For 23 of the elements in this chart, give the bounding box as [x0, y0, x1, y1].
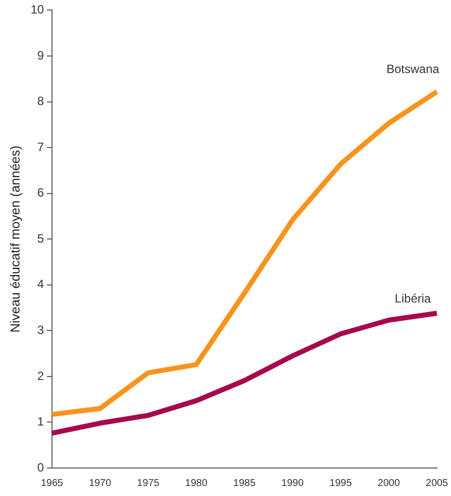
x-tick-label: 2000 [378, 478, 400, 489]
x-tick-label: 1985 [233, 478, 256, 489]
y-tick-label: 10 [30, 2, 44, 17]
x-tick-label: 1965 [40, 478, 64, 489]
y-tick-label: 8 [37, 94, 44, 108]
x-tick-label: 2005 [426, 478, 448, 489]
y-tick-label: 1 [37, 414, 44, 429]
y-tick-label: 7 [37, 140, 44, 154]
series-label: Libéria [394, 292, 432, 306]
y-tick-label: 0 [37, 460, 44, 474]
y-tick-label: 6 [37, 186, 44, 200]
x-tick-label: 1990 [281, 478, 304, 489]
x-tick-label: 1980 [185, 478, 208, 489]
y-axis-title: Niveau éducatif moyen (années) [7, 146, 22, 333]
y-tick-label: 4 [37, 277, 44, 292]
y-tick-label: 5 [37, 231, 44, 246]
x-tick-label: 1975 [137, 478, 160, 489]
y-tick-label: 2 [37, 368, 44, 383]
x-tick-label: 1970 [88, 478, 112, 489]
x-tick-label: 1995 [330, 478, 352, 489]
y-tick-label: 9 [37, 48, 44, 62]
series-label: Botswana [386, 62, 440, 76]
y-tick-label: 3 [37, 322, 44, 337]
